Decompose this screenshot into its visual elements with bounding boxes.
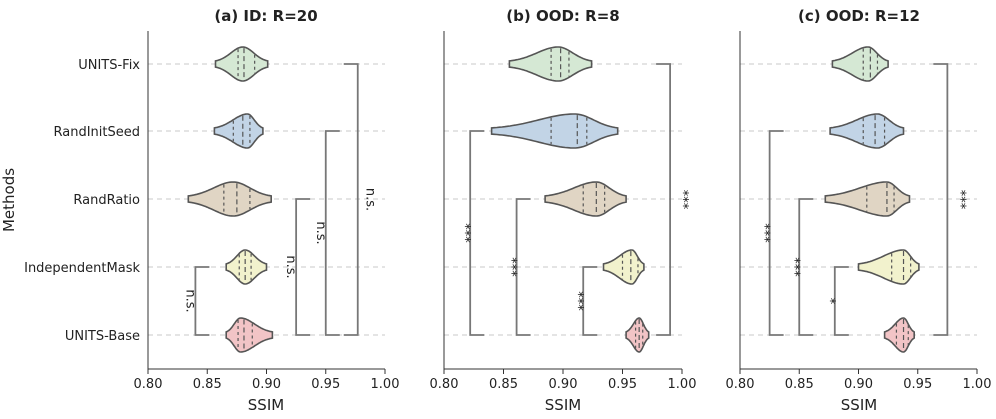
x-tick-label: 0.90 <box>549 377 578 392</box>
violin-randratio <box>544 181 627 217</box>
violin-independentmask <box>857 249 920 285</box>
x-tick-label: 0.95 <box>903 377 932 392</box>
x-tick-label: 0.80 <box>726 377 755 392</box>
significance-bracket <box>515 198 531 336</box>
x-tick-label: 0.95 <box>608 377 637 392</box>
violin-units-fix <box>214 46 269 82</box>
violin-randratio <box>187 181 272 217</box>
significance-label: *** <box>757 223 772 243</box>
panel-id-r20: (a) ID: R=20 SSIM 0.80 0.85 0.90 0.95 1.00 n.… <box>134 7 400 414</box>
significance-bracket <box>656 63 671 336</box>
panel-title: (c) OOD: R=12 <box>798 7 920 25</box>
y-axis-label: Methods <box>0 168 18 232</box>
category-label: RandRatio <box>73 193 140 208</box>
significance-bracket <box>933 63 949 336</box>
x-tick-label: 1.00 <box>371 377 400 392</box>
x-tick-label: 0.85 <box>489 377 518 392</box>
category-label: IndependentMask <box>24 261 140 276</box>
violin-independentmask <box>225 249 268 285</box>
x-tick-label: 1.00 <box>668 377 697 392</box>
x-axis-label: SSIM <box>545 396 581 414</box>
significance-bracket <box>833 266 849 336</box>
x-tick-label: 0.85 <box>193 377 222 392</box>
significance-label: *** <box>952 190 967 210</box>
x-tick-label: 0.85 <box>785 377 814 392</box>
significance-label: *** <box>786 257 801 277</box>
violin-units-base <box>883 317 915 353</box>
significance-bracket <box>798 198 814 336</box>
significance-bracket <box>469 130 485 336</box>
violin-randinitseed <box>490 113 619 149</box>
significance-label: n.s. <box>363 188 378 211</box>
x-tick-label: 0.80 <box>134 377 163 392</box>
category-label: UNITS-Base <box>65 329 140 344</box>
significance-bracket <box>324 130 340 336</box>
violin-randinitseed <box>213 113 264 149</box>
significance-bracket <box>295 198 311 336</box>
panel-ood-r12: (c) OOD: R=12 SSIM 0.80 0.85 0.90 0.95 1.00 *… <box>726 7 992 414</box>
panel-title: (b) OOD: R=8 <box>506 7 619 25</box>
significance-bracket <box>343 63 359 336</box>
violin-units-base <box>225 317 274 353</box>
x-axis-label: SSIM <box>841 396 877 414</box>
significance-label: *** <box>504 257 519 277</box>
x-axis-label: SSIM <box>248 396 284 414</box>
significance-label: *** <box>457 223 472 243</box>
x-tick-label: 0.90 <box>844 377 873 392</box>
category-labels: UNITS-Fix RandInitSeed RandRatio Independen… <box>24 58 140 344</box>
panel-title: (a) ID: R=20 <box>214 7 317 25</box>
significance-label: *** <box>675 190 690 210</box>
significance-bracket <box>194 266 210 336</box>
x-tick-label: 0.95 <box>311 377 340 392</box>
x-tick-label: 0.80 <box>430 377 459 392</box>
significance-label: * <box>822 298 837 305</box>
violin-randinitseed <box>829 113 905 149</box>
x-tick-label: 1.00 <box>963 377 992 392</box>
panel-ood-r8: (b) OOD: R=8 SSIM 0.80 0.85 0.90 0.95 1.00 **… <box>430 7 697 414</box>
x-tick-label: 0.90 <box>252 377 281 392</box>
violin-independentmask <box>602 249 645 285</box>
violin-units-fix <box>831 46 889 82</box>
violin-units-fix <box>508 46 593 82</box>
significance-label: n.s. <box>313 221 328 244</box>
significance-bracket <box>582 266 598 336</box>
violin-randratio <box>824 181 911 217</box>
significance-label: *** <box>570 291 585 311</box>
significance-label: n.s. <box>283 255 298 278</box>
category-label: UNITS-Fix <box>78 58 140 73</box>
category-label: RandInitSeed <box>54 125 141 140</box>
significance-label: n.s. <box>182 289 197 312</box>
significance-bracket <box>768 130 784 336</box>
violin-units-base <box>625 317 650 353</box>
